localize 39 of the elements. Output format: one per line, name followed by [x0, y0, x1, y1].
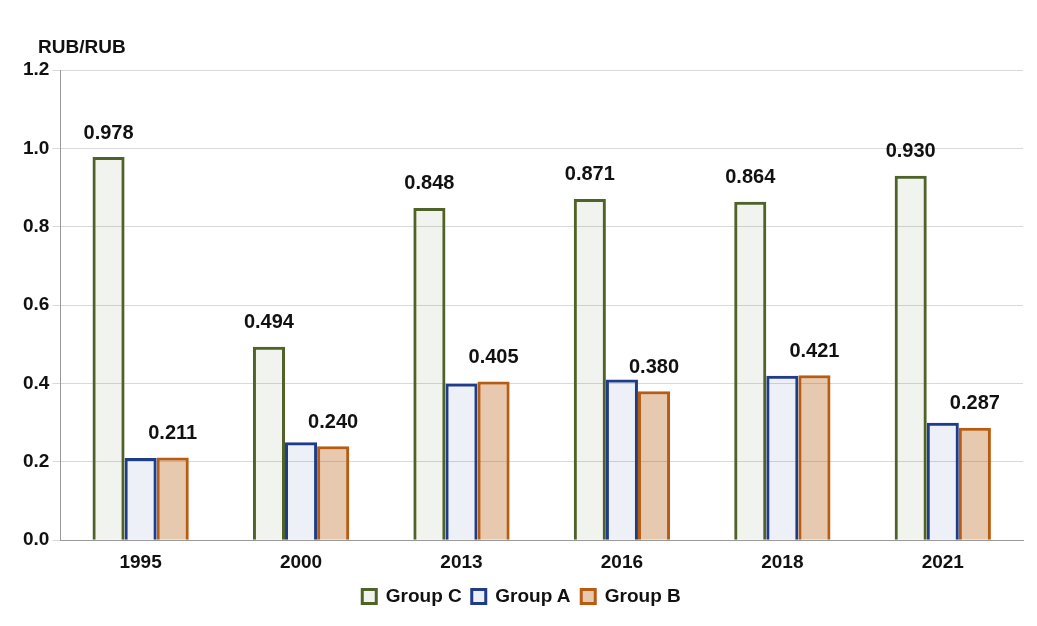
x-tick-label: 1995: [119, 550, 163, 572]
legend-label: Group C: [385, 584, 463, 606]
data-label: 0.421: [789, 338, 840, 361]
bar: [92, 156, 125, 540]
y-tick-label: 0.2: [22, 450, 50, 472]
y-tick-label: 1.0: [22, 136, 50, 158]
y-axis-title: RUB/RUB: [38, 36, 126, 58]
data-label: 0.287: [949, 391, 1000, 414]
data-label: 0.380: [628, 354, 680, 377]
data-label: 0.211: [148, 421, 198, 444]
bar: [252, 346, 286, 540]
x-tick-label: 2016: [600, 550, 644, 572]
x-tick-label: 2018: [761, 550, 804, 572]
data-label: 0.494: [243, 310, 295, 333]
bar: [477, 381, 510, 540]
x-tick-label: 2013: [440, 550, 483, 572]
legend-label: Group B: [604, 584, 681, 606]
x-tick-label: 2000: [279, 550, 323, 572]
bar: [894, 175, 927, 540]
legend-label: Group A: [495, 584, 571, 606]
data-label: 0.871: [564, 162, 615, 185]
y-tick-label: 1.2: [22, 58, 50, 80]
y-tick-label: 0.4: [22, 371, 50, 393]
data-label: 0.848: [404, 171, 455, 194]
data-label: 0.978: [83, 120, 134, 143]
y-tick-label: 0.6: [22, 293, 50, 315]
data-label: 0.864: [725, 165, 777, 188]
data-label: 0.930: [885, 139, 936, 162]
y-tick-label: 0.0: [22, 528, 50, 550]
data-label: 0.405: [468, 345, 519, 368]
bar: [734, 201, 767, 540]
bar: [926, 422, 959, 540]
bar: [413, 207, 446, 540]
bar: [317, 446, 350, 540]
data-label: 0.240: [308, 409, 359, 432]
y-tick-label: 0.8: [22, 214, 50, 236]
x-tick-label: 2021: [921, 550, 965, 572]
bar: [798, 375, 831, 540]
bar: [573, 198, 606, 540]
